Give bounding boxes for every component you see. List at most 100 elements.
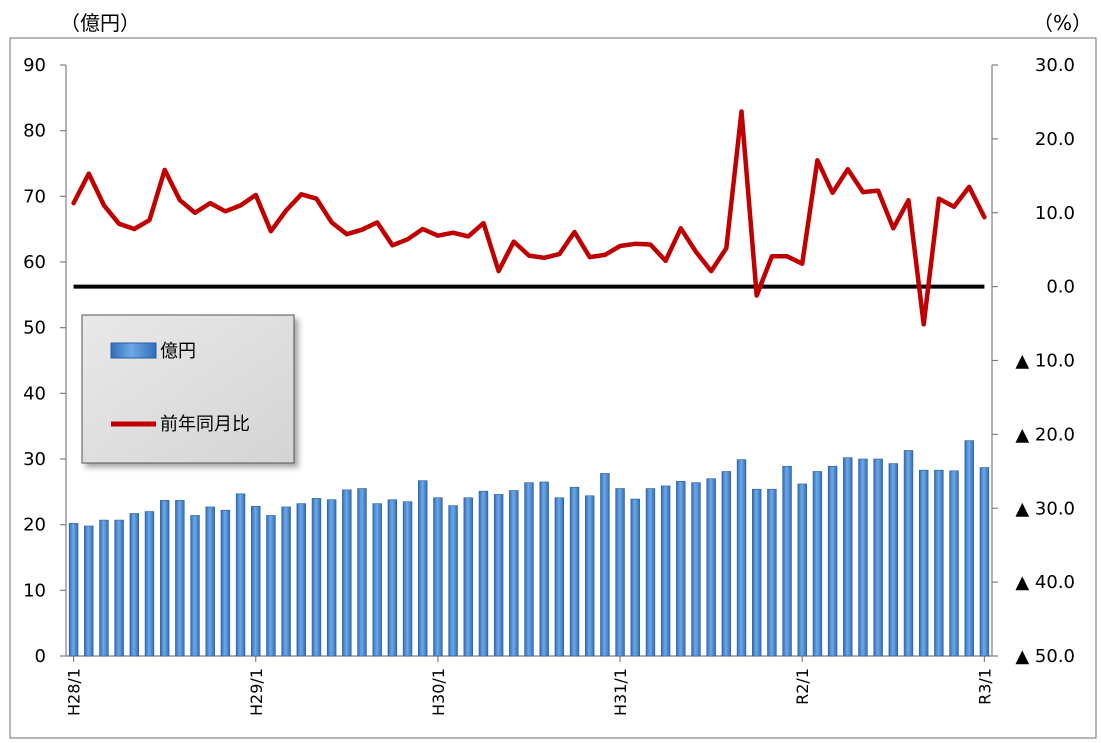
- right-tick-label: ▲ 30.0: [1015, 498, 1075, 519]
- yoy-point: [952, 205, 956, 209]
- right-tick-label: ▲ 10.0: [1015, 351, 1075, 372]
- yoy-point: [815, 158, 819, 162]
- bar: [630, 498, 640, 657]
- bar: [918, 469, 929, 657]
- bar: [493, 494, 504, 657]
- yoy-point: [330, 220, 334, 224]
- x-axis-ticks: H28/1 H29/1 H30/1 H31/1 R2/1 R3/1: [65, 656, 994, 716]
- yoy-point: [512, 240, 516, 244]
- yoy-point: [755, 293, 759, 297]
- bar: [387, 499, 398, 657]
- yoy-point: [147, 218, 151, 222]
- left-tick-label: 90: [23, 55, 46, 76]
- right-tick-label: ▲ 50.0: [1015, 646, 1075, 667]
- bar: [418, 480, 428, 657]
- bar: [539, 481, 549, 657]
- yoy-point: [117, 222, 121, 226]
- bar: [235, 493, 246, 657]
- bar: [175, 500, 185, 657]
- bar: [524, 482, 534, 657]
- yoy-point: [239, 203, 243, 207]
- yoy-point: [451, 231, 455, 235]
- yoy-point: [87, 172, 91, 176]
- bar: [706, 478, 716, 657]
- bar: [843, 457, 853, 657]
- bar: [827, 465, 838, 657]
- legend-line-label: 前年同月比: [160, 414, 250, 435]
- right-tick-label: 10.0: [1035, 203, 1075, 224]
- bar: [251, 505, 261, 657]
- yoy-point: [694, 250, 698, 254]
- bar: [660, 485, 671, 657]
- yoy-point: [466, 234, 470, 238]
- bar: [114, 519, 124, 657]
- yoy-point: [208, 201, 212, 205]
- bar: [600, 473, 610, 657]
- bar: [205, 506, 215, 657]
- yoy-point: [527, 254, 531, 258]
- x-tick-label: H28/1: [65, 668, 84, 716]
- bar: [220, 509, 231, 657]
- yoy-point: [421, 227, 425, 231]
- yoy-point: [284, 209, 288, 213]
- left-tick-label: 30: [23, 449, 46, 470]
- yoy-line: [71, 109, 987, 327]
- yoy-point: [481, 221, 485, 225]
- yoy-point: [679, 226, 683, 230]
- bar: [691, 482, 701, 657]
- bar: [903, 450, 914, 657]
- yoy-point: [891, 226, 895, 230]
- yoy-point: [193, 211, 197, 215]
- yoy-point: [770, 254, 774, 258]
- yoy-point: [709, 269, 713, 273]
- yoy-point: [724, 246, 728, 250]
- bar: [569, 486, 580, 657]
- bar: [99, 519, 109, 657]
- left-axis-ticks: 0 10 20 30 40 50 60 70 80 90: [23, 55, 66, 667]
- yoy-point: [907, 198, 911, 202]
- yoy-point: [102, 203, 106, 207]
- yoy-point: [633, 242, 637, 246]
- yoy-point: [876, 189, 880, 193]
- left-tick-label: 80: [23, 121, 46, 142]
- bar: [812, 471, 823, 657]
- bar: [129, 513, 140, 657]
- bar: [478, 490, 489, 657]
- left-tick-label: 60: [23, 252, 46, 273]
- x-tick-label: H29/1: [247, 668, 266, 716]
- bar: [554, 497, 565, 657]
- bar: [782, 465, 792, 657]
- bar: [752, 488, 762, 657]
- bar: [342, 489, 352, 657]
- bar: [797, 483, 807, 657]
- right-tick-label: 0.0: [1046, 277, 1075, 298]
- bar: [888, 463, 899, 657]
- bar: [736, 459, 747, 657]
- left-tick-label: 0: [35, 646, 46, 667]
- line-series-group: [71, 109, 987, 327]
- yoy-point: [922, 322, 926, 326]
- bar: [448, 505, 458, 657]
- bar: [858, 458, 868, 657]
- bar: [767, 488, 777, 657]
- left-tick-label: 50: [23, 318, 46, 339]
- yoy-point: [360, 228, 364, 232]
- bar: [676, 481, 686, 657]
- left-tick-label: 10: [23, 580, 46, 601]
- left-tick-label: 70: [23, 186, 46, 207]
- left-tick-label: 20: [23, 515, 46, 536]
- yoy-point: [937, 197, 941, 201]
- bar: [326, 499, 337, 657]
- bar: [372, 503, 382, 657]
- yoy-point: [299, 192, 303, 196]
- yoy-point: [618, 244, 622, 248]
- yoy-point: [557, 252, 561, 256]
- left-unit-label: （億円）: [60, 11, 140, 35]
- bar: [509, 490, 519, 657]
- bar: [964, 440, 974, 657]
- bar: [615, 488, 625, 657]
- right-unit-label: （%）: [1033, 11, 1092, 35]
- right-tick-label: ▲ 20.0: [1015, 424, 1075, 445]
- bar: [159, 500, 170, 657]
